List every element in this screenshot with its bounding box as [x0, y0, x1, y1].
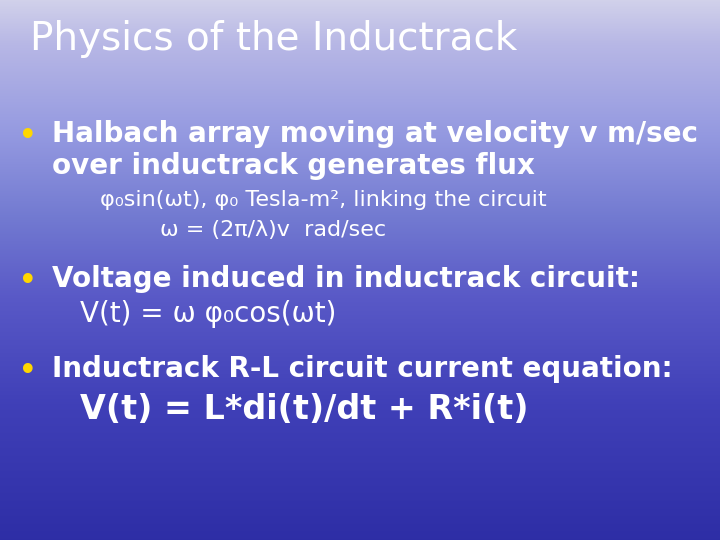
Text: V(t) = L*di(t)/dt + R*i(t): V(t) = L*di(t)/dt + R*i(t) — [80, 393, 528, 426]
Text: •: • — [18, 120, 37, 153]
Text: V(t) = ω φ₀cos(ωt): V(t) = ω φ₀cos(ωt) — [80, 300, 336, 328]
Text: •: • — [18, 355, 37, 388]
Text: Physics of the Inductrack: Physics of the Inductrack — [30, 20, 518, 58]
Text: •: • — [18, 265, 37, 298]
Text: Halbach array moving at velocity v m/sec: Halbach array moving at velocity v m/sec — [52, 120, 698, 148]
Text: over inductrack generates flux: over inductrack generates flux — [52, 152, 535, 180]
Text: Voltage induced in inductrack circuit:: Voltage induced in inductrack circuit: — [52, 265, 640, 293]
Text: Inductrack R-L circuit current equation:: Inductrack R-L circuit current equation: — [52, 355, 672, 383]
Text: φ₀sin(ωt), φ₀ Tesla-m², linking the circuit: φ₀sin(ωt), φ₀ Tesla-m², linking the circ… — [100, 190, 546, 210]
Text: ω = (2π/λ)v  rad/sec: ω = (2π/λ)v rad/sec — [160, 220, 386, 240]
